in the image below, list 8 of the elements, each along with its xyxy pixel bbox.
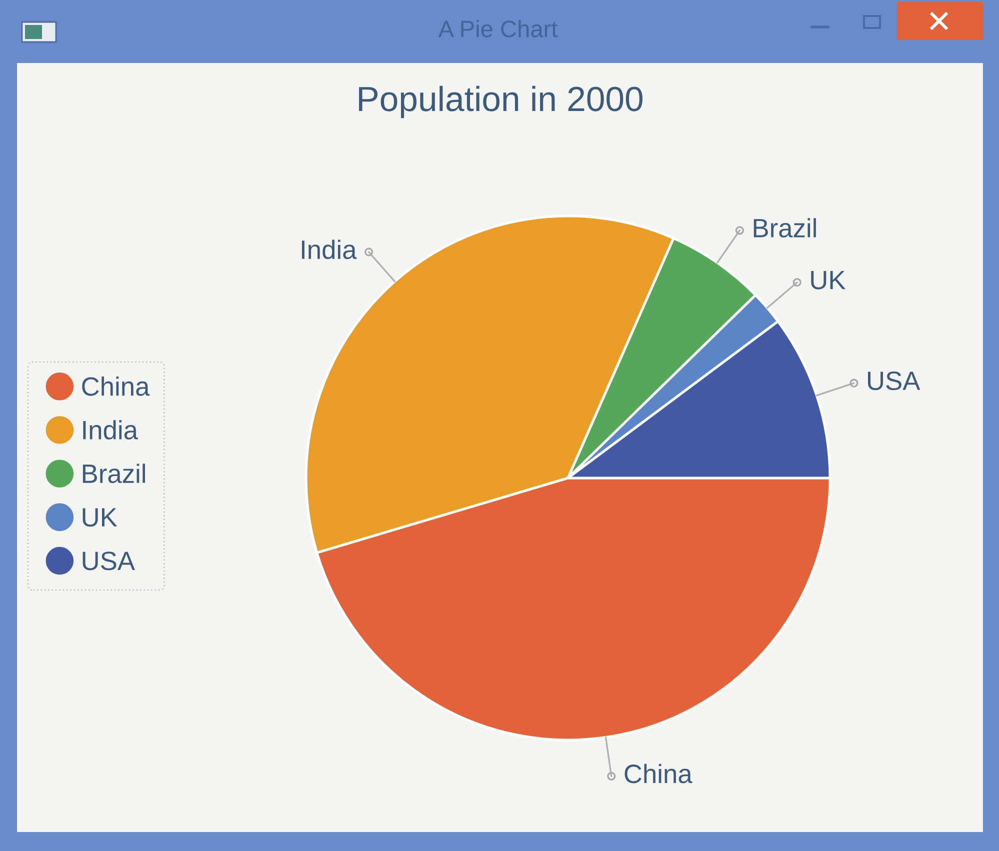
legend-label: USA [82, 552, 135, 570]
legend-label: UK [82, 508, 118, 527]
legend-label: Brazil [82, 464, 145, 484]
slice-label: USA [868, 371, 920, 390]
legend-label: India [83, 420, 138, 440]
legend-label: China [82, 376, 150, 396]
slice-label: India [302, 240, 357, 260]
chart-title: Population in 2000 [359, 86, 642, 118]
